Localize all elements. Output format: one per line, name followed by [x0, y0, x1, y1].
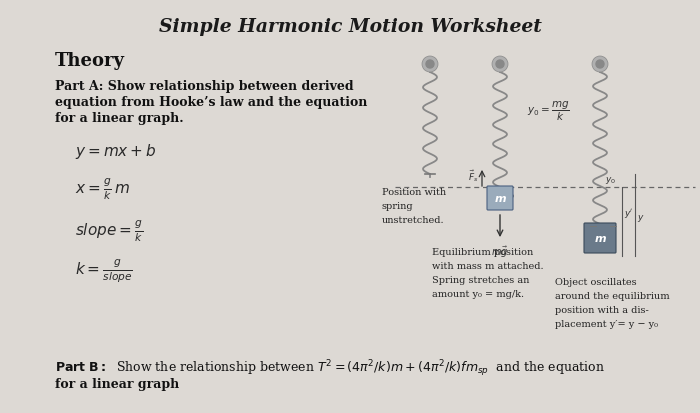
Text: Equilibrium position: Equilibrium position — [432, 247, 533, 256]
Circle shape — [596, 61, 604, 69]
Text: Spring stretches an: Spring stretches an — [432, 275, 529, 284]
Text: m: m — [594, 233, 606, 243]
Text: $m\vec{g}$: $m\vec{g}$ — [491, 244, 509, 260]
Text: with mass m attached.: with mass m attached. — [432, 261, 544, 271]
Text: m: m — [494, 194, 506, 204]
Text: amount y₀ = mg/k.: amount y₀ = mg/k. — [432, 289, 524, 298]
Text: $x = \frac{g}{k}\,m$: $x = \frac{g}{k}\,m$ — [75, 176, 130, 201]
Text: Simple Harmonic Motion Worksheet: Simple Harmonic Motion Worksheet — [159, 18, 541, 36]
Circle shape — [422, 57, 438, 73]
Text: position with a dis-: position with a dis- — [555, 305, 649, 314]
Text: Object oscillates: Object oscillates — [555, 277, 636, 286]
Text: spring: spring — [382, 202, 414, 211]
Circle shape — [426, 61, 434, 69]
Text: $\mathbf{Part\ B:}$  Show the relationship between $T^2=(4\pi^2/k)m+(4\pi^2/k)fm: $\mathbf{Part\ B:}$ Show the relationshi… — [55, 357, 605, 377]
Text: $y_0$: $y_0$ — [504, 190, 515, 201]
Text: $k = \frac{g}{slope}$: $k = \frac{g}{slope}$ — [75, 257, 133, 285]
Text: $\vec{F}_s$: $\vec{F}_s$ — [468, 168, 478, 183]
Text: Position with: Position with — [382, 188, 446, 197]
Text: Theory: Theory — [55, 52, 125, 70]
Text: for a linear graph.: for a linear graph. — [55, 112, 183, 125]
Text: $y_0 = \dfrac{mg}{k}$: $y_0 = \dfrac{mg}{k}$ — [526, 100, 569, 123]
Text: equation from Hooke’s law and the equation: equation from Hooke’s law and the equati… — [55, 96, 368, 109]
Text: for a linear graph: for a linear graph — [55, 377, 179, 390]
Text: around the equilibrium: around the equilibrium — [555, 291, 670, 300]
Text: $y_0$: $y_0$ — [605, 175, 616, 185]
Text: $y'$: $y'$ — [624, 206, 634, 219]
FancyBboxPatch shape — [487, 187, 513, 211]
Text: $y = mx + b$: $y = mx + b$ — [75, 142, 157, 161]
Text: placement y′= y − y₀: placement y′= y − y₀ — [555, 319, 658, 328]
Circle shape — [492, 57, 508, 73]
Text: Part A: Show relationship between derived: Part A: Show relationship between derive… — [55, 80, 354, 93]
Text: unstretched.: unstretched. — [382, 216, 444, 224]
Circle shape — [496, 61, 504, 69]
Text: $y$: $y$ — [637, 213, 645, 224]
FancyBboxPatch shape — [584, 223, 616, 254]
Circle shape — [592, 57, 608, 73]
Text: $slope = \frac{g}{k}$: $slope = \frac{g}{k}$ — [75, 218, 143, 243]
